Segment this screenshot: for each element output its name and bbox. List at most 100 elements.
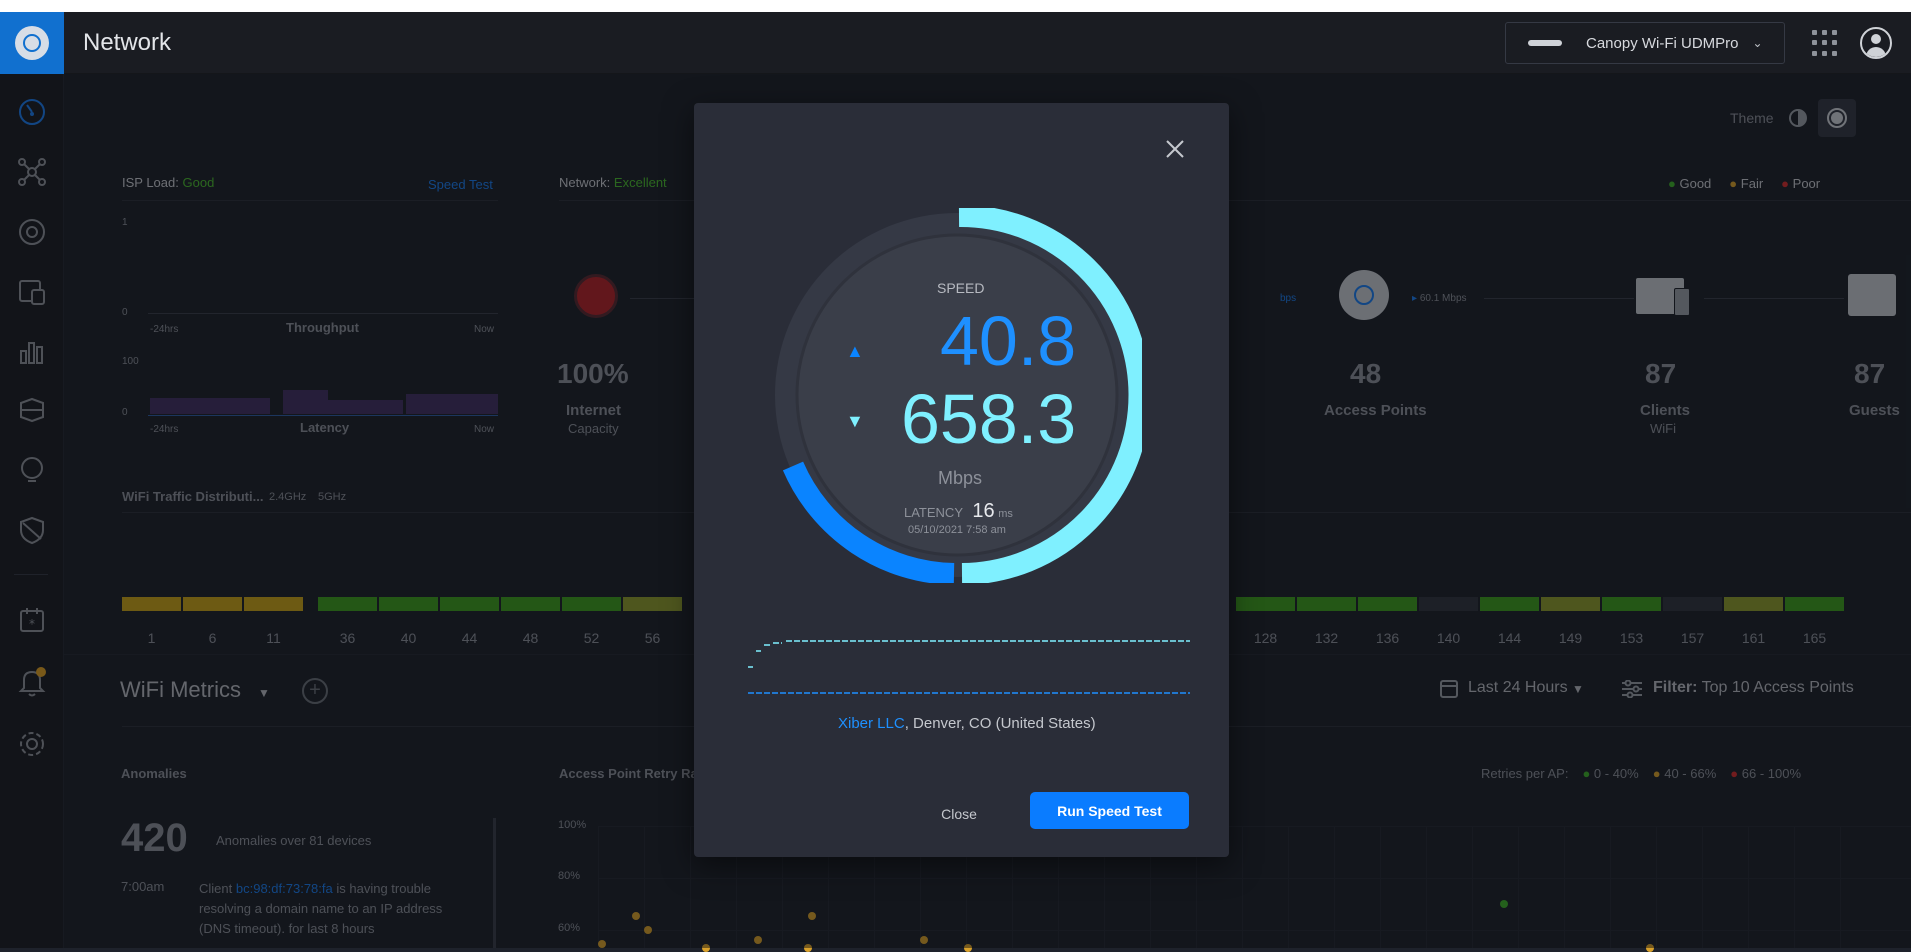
grid-line bbox=[828, 826, 829, 948]
close-button[interactable]: Close bbox=[924, 800, 994, 828]
retry-point[interactable] bbox=[808, 912, 816, 920]
client-guest-link bbox=[1704, 298, 1844, 299]
band-5-label[interactable]: 5GHz bbox=[318, 491, 347, 503]
access-point-icon[interactable] bbox=[1339, 270, 1389, 320]
close-icon[interactable] bbox=[1160, 134, 1190, 164]
anomaly-time: 7:00am bbox=[121, 879, 165, 894]
retry-point[interactable] bbox=[920, 936, 928, 944]
app-grid-icon[interactable] bbox=[1812, 30, 1838, 56]
internet-globe-icon[interactable] bbox=[574, 274, 618, 318]
channel-bar-161[interactable] bbox=[1724, 597, 1783, 611]
insights-icon[interactable] bbox=[14, 452, 50, 488]
latency-readout: LATENCY 16 ms bbox=[904, 500, 1013, 522]
channel-label: 132 bbox=[1314, 630, 1339, 646]
settings-gear-icon[interactable] bbox=[14, 726, 50, 762]
channel-label: 153 bbox=[1619, 630, 1644, 646]
grid-line bbox=[966, 826, 967, 948]
channel-label: 6 bbox=[208, 630, 217, 646]
grid-line bbox=[1242, 826, 1243, 948]
shield-icon[interactable] bbox=[14, 512, 50, 548]
channel-bar-1[interactable] bbox=[122, 597, 181, 611]
grid-line bbox=[690, 826, 691, 948]
theme-toggle-dark[interactable] bbox=[1818, 99, 1856, 137]
user-avatar[interactable] bbox=[1860, 27, 1892, 59]
clients-icon[interactable] bbox=[14, 274, 50, 310]
download-speed: 658.3 bbox=[901, 380, 1077, 458]
download-arrow-icon: ▼ bbox=[846, 411, 864, 431]
channel-bar-149[interactable] bbox=[1541, 597, 1600, 611]
client-mac-link[interactable]: bc:98:df:73:78:fa bbox=[235, 881, 333, 896]
latency-chart bbox=[148, 390, 498, 416]
channel-bar-44[interactable] bbox=[440, 597, 499, 611]
ap-client-link bbox=[1484, 298, 1634, 299]
band-24-label[interactable]: 2.4GHz bbox=[269, 491, 307, 503]
maps-icon[interactable] bbox=[14, 392, 50, 428]
legend-good: ● Good bbox=[1668, 176, 1712, 191]
channel-bar-40[interactable] bbox=[379, 597, 438, 611]
grid-line bbox=[1840, 826, 1841, 948]
time-range-dropdown[interactable]: Last 24 Hours bbox=[1468, 679, 1568, 696]
wifi-metrics-title: WiFi Metrics bbox=[120, 677, 241, 702]
channel-bar-140[interactable] bbox=[1419, 597, 1478, 611]
channel-bar-56[interactable] bbox=[623, 597, 682, 611]
alerts-bell-icon[interactable] bbox=[14, 664, 50, 700]
throughput-ymax: 1 bbox=[122, 217, 128, 228]
retry-y-100: 100% bbox=[558, 819, 587, 831]
channel-bar-165[interactable] bbox=[1785, 597, 1844, 611]
channel-bar-157[interactable] bbox=[1663, 597, 1722, 611]
speed-test-link[interactable]: Speed Test bbox=[428, 177, 493, 192]
retry-point[interactable] bbox=[754, 936, 762, 944]
grid-line bbox=[1426, 826, 1427, 948]
sidebar: * bbox=[0, 74, 64, 948]
speed-test-modal: SPEED ▲ 40.8 ▼ 658.3 Mbps LATENCY 16 ms … bbox=[694, 103, 1229, 857]
retry-point[interactable] bbox=[632, 912, 640, 920]
dashboard-icon[interactable] bbox=[14, 94, 50, 130]
network-status-label: Network: Excellent bbox=[559, 175, 667, 190]
guest-badge-icon[interactable] bbox=[1848, 274, 1896, 316]
internet-sub-label: Capacity bbox=[568, 421, 619, 436]
grid-line bbox=[874, 826, 875, 948]
device-selector[interactable]: Canopy Wi-Fi UDMPro ⌄ bbox=[1505, 22, 1785, 64]
grid-line bbox=[1150, 826, 1151, 948]
theme-toggle-light[interactable] bbox=[1788, 108, 1808, 133]
topology-icon[interactable] bbox=[14, 154, 50, 190]
retry-point[interactable] bbox=[598, 940, 606, 948]
channel-bar-52[interactable] bbox=[562, 597, 621, 611]
grid-line bbox=[1656, 826, 1657, 948]
grid-line bbox=[598, 930, 1911, 931]
guests-count: 87 bbox=[1854, 358, 1886, 389]
speed-gauge bbox=[775, 208, 1142, 583]
channel-bar-6[interactable] bbox=[183, 597, 242, 611]
statistics-icon[interactable] bbox=[14, 334, 50, 370]
retry-point[interactable] bbox=[1500, 900, 1508, 908]
channel-bar-48[interactable] bbox=[501, 597, 560, 611]
upload-arrow-icon: ▲ bbox=[846, 341, 864, 361]
browser-top-strip bbox=[0, 0, 1911, 12]
grid-line bbox=[920, 826, 921, 948]
channel-bar-36[interactable] bbox=[318, 597, 377, 611]
ubiquiti-logo-button[interactable] bbox=[0, 12, 64, 74]
channel-bar-136[interactable] bbox=[1358, 597, 1417, 611]
filter-icon[interactable] bbox=[1622, 679, 1642, 703]
add-metric-button[interactable]: + bbox=[302, 678, 328, 704]
latency-left-label: -24hrs bbox=[150, 424, 179, 435]
channel-bar-153[interactable] bbox=[1602, 597, 1661, 611]
devices-icon[interactable] bbox=[14, 214, 50, 250]
throughput-right-label: Now bbox=[474, 324, 495, 335]
latency-right-label: Now bbox=[474, 424, 495, 435]
anomalies-scrollbar[interactable] bbox=[493, 818, 496, 948]
filter-dropdown[interactable]: Filter: Top 10 Access Points bbox=[1653, 679, 1854, 696]
time-range-chevron-icon[interactable]: ▼ bbox=[1572, 682, 1584, 696]
latency-ymax: 100 bbox=[122, 356, 139, 367]
chevron-down-icon: ⌄ bbox=[1752, 36, 1763, 50]
retry-point[interactable] bbox=[644, 926, 652, 934]
events-calendar-icon[interactable]: * bbox=[14, 602, 50, 638]
channel-bar-144[interactable] bbox=[1480, 597, 1539, 611]
channel-bar-11[interactable] bbox=[244, 597, 303, 611]
channel-bar-132[interactable] bbox=[1297, 597, 1356, 611]
provider-link[interactable]: Xiber LLC bbox=[838, 715, 905, 732]
uplink-left-rate: bps bbox=[1280, 293, 1297, 304]
channel-bar-128[interactable] bbox=[1236, 597, 1295, 611]
wifi-metrics-dropdown-icon[interactable]: ▼ bbox=[258, 686, 270, 700]
run-speed-test-button[interactable]: Run Speed Test bbox=[1030, 792, 1189, 829]
